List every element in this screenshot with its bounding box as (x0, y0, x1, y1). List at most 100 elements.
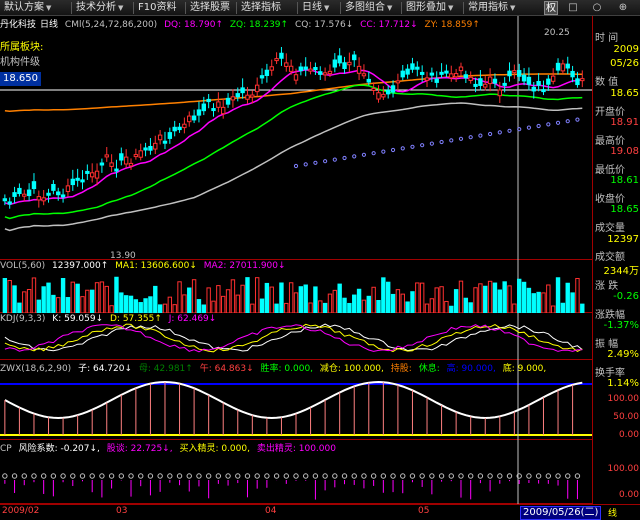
cp-dot (497, 473, 503, 479)
daily-period-menu[interactable]: 日线 ▼ (300, 1, 331, 15)
volume-bar (483, 285, 488, 313)
multi-chart-label: 多图组合 (345, 2, 385, 13)
candle-body (264, 69, 270, 76)
volume-bar (419, 282, 425, 313)
overlay-menu[interactable]: 图形叠加 ▼ (404, 1, 455, 15)
volume-bar (487, 280, 493, 313)
window-icon[interactable]: □ (568, 2, 578, 13)
crosshair-icon[interactable]: ⊕ (618, 2, 628, 13)
daily-period-label: 日线 (302, 2, 322, 13)
volume-bar (259, 298, 265, 313)
candle-body (138, 150, 143, 158)
candle-body (196, 109, 202, 116)
dot-marker (420, 143, 425, 148)
candle-body (51, 183, 56, 191)
candle-body (17, 187, 22, 195)
cq-value: CQ: 17.576↓ (294, 20, 354, 30)
zwx-hold: 持股: (390, 364, 412, 374)
candle-body (381, 93, 386, 98)
volume-bar (191, 279, 197, 313)
circle-icon[interactable]: ○ (592, 2, 602, 13)
cp-dot (205, 473, 212, 479)
volume-bar (497, 289, 503, 313)
dot-marker (468, 135, 473, 140)
select-stock-button[interactable]: 选择股票 (188, 1, 232, 15)
candle-body (424, 77, 430, 81)
kline-panel[interactable]: 丹化科技 日线 CMl(5,24,72,86,200) DQ: 18.790↑ Z… (0, 16, 592, 260)
volume-bar (109, 305, 114, 313)
select-indicator-button[interactable]: 选择指标 (239, 1, 283, 15)
volume-bar (80, 296, 85, 313)
vol-header: VOL(5,60) 12397.000↑ MA1: 13606.600↓ MA2… (0, 261, 290, 271)
volume-bar (381, 277, 386, 313)
multi-chart-menu[interactable]: 多图组合 ▼ (343, 1, 394, 15)
cp-dot (448, 473, 454, 479)
sector-value: 机构件级 (0, 57, 40, 68)
candle-body (143, 147, 148, 151)
zq-value: ZQ: 18.239↑ (229, 20, 289, 30)
candle-body (405, 68, 410, 75)
kdj-panel[interactable]: KDJ(9,3,3) K: 59.059↓ D: 57.355↑ J: 62.4… (0, 313, 592, 360)
cp-dot (293, 473, 299, 479)
volume-bar (22, 291, 27, 313)
volume-bar (182, 294, 187, 313)
volume-bar (264, 282, 270, 313)
zwx-line (4, 380, 583, 420)
candle-body (235, 93, 240, 98)
candle-body (473, 83, 478, 87)
volume-bar (580, 303, 585, 313)
cp-dot (555, 473, 561, 479)
volume-bar (541, 292, 546, 313)
volume-bar (104, 285, 109, 313)
volume-panel[interactable]: VOL(5,60) 12397.000↑ MA1: 13606.600↓ MA2… (0, 260, 592, 313)
common-indicator-menu[interactable]: 常用指标 ▼ (466, 1, 517, 15)
volume-bar (85, 289, 90, 313)
dot-marker (526, 125, 532, 130)
candle-body (531, 86, 536, 92)
candle-body (303, 66, 308, 70)
candle-body (390, 85, 396, 93)
amp-label: 振 幅 (595, 339, 619, 350)
default-scheme-menu[interactable]: 默认方案 ▼ (2, 1, 53, 15)
cp-dot (89, 473, 95, 479)
f10-button[interactable]: F10资料 (136, 1, 178, 15)
dropdown-arrow-icon: ▼ (387, 4, 393, 12)
zwx-low: 底: 9.000, (502, 364, 547, 374)
volume-bar (434, 287, 439, 313)
volume-bar (439, 286, 444, 313)
zwx-panel[interactable]: ZWX(18,6,2,90) 子: 64.720↓ 母: 42.981↑ 午: … (0, 360, 592, 440)
cp-dot (31, 473, 37, 479)
cp-dot (467, 473, 474, 479)
tech-analysis-menu[interactable]: 技术分析 ▼ (74, 1, 125, 15)
divider (71, 2, 72, 14)
candle-body (332, 59, 338, 68)
cp-dot (167, 473, 173, 479)
candle-body (526, 76, 532, 85)
volume-bar (123, 295, 129, 313)
cp-panel[interactable]: CP 风险系数: -0.207↓, 股谈: 22.725↓, 买入精灵: 0.0… (0, 440, 592, 504)
candle-body (254, 84, 260, 93)
volume-bar (400, 293, 405, 313)
candle-body (502, 82, 507, 86)
candle-body (153, 142, 158, 150)
common-indicator-label: 常用指标 (468, 2, 508, 13)
candle-body (201, 103, 207, 112)
candle-body (434, 78, 439, 83)
cp-dot (487, 473, 493, 479)
dot-marker (546, 122, 551, 127)
candle-body (157, 134, 163, 141)
volume-bar (424, 303, 430, 313)
volume-bar (36, 299, 42, 313)
volume-bar (211, 300, 216, 313)
date-axis: 2009/02 03 04 05 2009/05/26(二) 线 (0, 504, 640, 520)
candle-body (352, 54, 357, 61)
zwx-axis-50: 50.00 (613, 412, 639, 422)
cp-dot (458, 473, 464, 479)
volume-bar (221, 295, 226, 313)
volume-bar (17, 302, 22, 313)
candle-body (580, 78, 585, 82)
rights-toggle[interactable]: 权 (544, 1, 558, 15)
cp-dot (526, 473, 532, 479)
toolbar: 默认方案 ▼ 技术分析 ▼ F10资料 选择股票 选择指标 日线 ▼ 多图组合 ▼ 图形… (0, 0, 640, 16)
kdj-header: KDJ(9,3,3) K: 59.059↓ D: 57.355↑ J: 62.4… (0, 314, 220, 324)
